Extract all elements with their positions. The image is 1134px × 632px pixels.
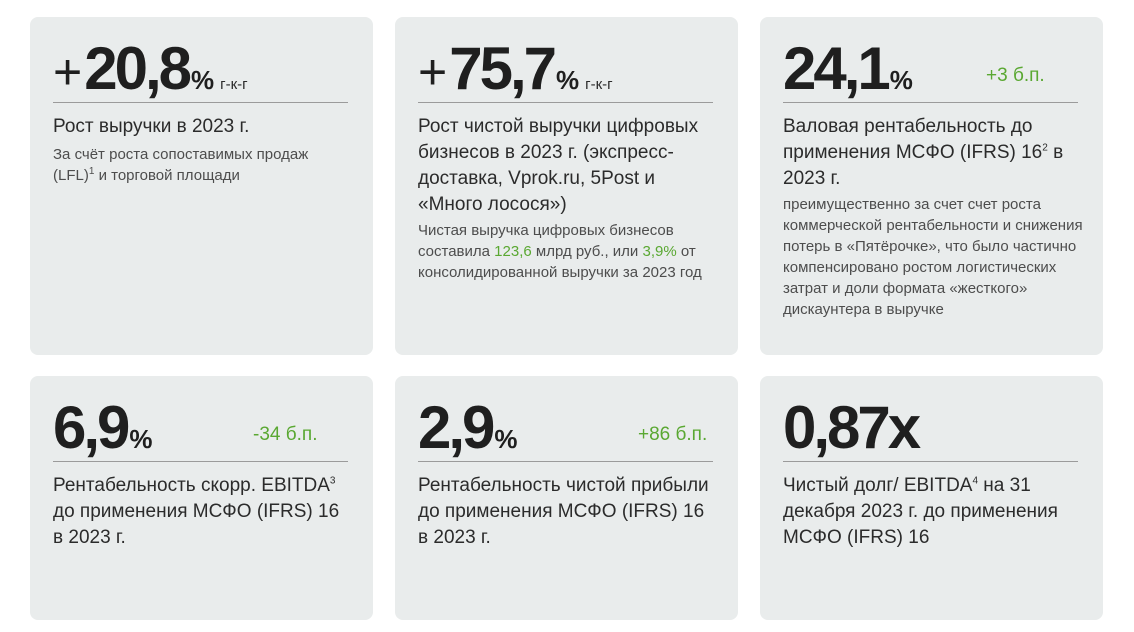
- metric-prefix: +: [53, 44, 83, 100]
- metric-number: 0,87x: [783, 394, 921, 461]
- metric-headline: Рост выручки в 2023 г.: [53, 116, 250, 137]
- divider: [53, 102, 348, 103]
- desc-text: млрд руб., или: [531, 243, 643, 260]
- headline-text: в 2023 г.: [783, 142, 1064, 189]
- metric-headline: Чистый долг/ EBITDA4 на 31 декабря 2023 …: [783, 473, 1083, 551]
- metric-percent-sign: %: [190, 65, 215, 95]
- metric-percent-sign: %: [889, 65, 913, 95]
- headline-text: Рентабельность скорр. EBITDA: [53, 475, 330, 496]
- headline-text: Чистый долг/ EBITDA: [783, 475, 973, 496]
- metric-prefix: +: [418, 44, 448, 100]
- metric-percent-sign: %: [555, 65, 580, 95]
- metric-delta: +86 б.п.: [638, 424, 708, 445]
- headline-text: Валовая рентабельность до применения МСФ…: [783, 116, 1043, 163]
- metric-value: + 20,8 % г-к-г: [53, 31, 248, 107]
- metric-number: 24,1: [783, 35, 891, 102]
- metric-number: 2,9: [418, 394, 495, 461]
- metric-value: + 75,7 % г-к-г: [418, 31, 613, 107]
- desc-text: от консолидированной выручки за 2023 год: [418, 243, 702, 281]
- metric-headline: Рентабельность скорр. EBITDA3 до примене…: [53, 473, 353, 551]
- divider: [53, 461, 348, 462]
- divider: [783, 461, 1078, 462]
- metric-number: 75,7: [449, 35, 557, 102]
- metric-description: За счёт роста сопоставимых продаж (LFL)1…: [53, 144, 353, 186]
- headline-text: до применения МСФО (IFRS) 16 в 2023 г.: [53, 501, 340, 548]
- metric-headline: Рост чистой выручки цифровых бизнесов в …: [418, 116, 699, 215]
- highlight-value: 123,6: [494, 243, 532, 260]
- footnote-ref: 3: [329, 475, 336, 487]
- desc-text: и торговой площади: [94, 167, 240, 184]
- metric-card-net-margin: 2,9 % +86 б.п. Рентабельность чистой при…: [395, 376, 738, 620]
- footnote-ref: 2: [1042, 142, 1048, 154]
- metric-percent-sign: %: [129, 424, 153, 454]
- metric-unit: г-к-г: [585, 76, 613, 93]
- metric-percent-sign: %: [494, 424, 518, 454]
- metric-card-gross-margin: 24,1 % +3 б.п. Валовая рентабельность до…: [760, 17, 1103, 355]
- divider: [418, 102, 713, 103]
- footnote-ref: 4: [972, 475, 979, 487]
- metric-card-revenue-growth: + 20,8 % г-к-г Рост выручки в 2023 г. За…: [30, 17, 373, 355]
- metric-delta: -34 б.п.: [253, 424, 318, 445]
- metric-card-net-debt-ebitda: 0,87x Чистый долг/ EBITDA4 на 31 декабря…: [760, 376, 1103, 620]
- metric-headline: Рентабельность чистой прибыли до примене…: [418, 475, 709, 548]
- footnote-ref: 1: [88, 166, 95, 177]
- metric-number: 6,9: [53, 394, 130, 461]
- metric-headline: Валовая рентабельность до применения МСФ…: [783, 114, 1083, 192]
- metric-description: Чистая выручка цифровых бизнесов состави…: [418, 220, 718, 283]
- metric-delta: +3 б.п.: [986, 65, 1045, 86]
- metric-value: 0,87x: [783, 390, 921, 466]
- metric-value: 2,9 %: [418, 390, 518, 466]
- highlight-value: 3,9%: [642, 243, 677, 260]
- metric-number: 20,8: [84, 35, 192, 102]
- divider: [783, 102, 1078, 103]
- metric-card-ebitda-margin: 6,9 % -34 б.п. Рентабельность скорр. EBI…: [30, 376, 373, 620]
- metric-value: 24,1 %: [783, 31, 913, 107]
- metric-description: преимущественно за счет счет роста комме…: [783, 196, 1083, 318]
- metric-unit: г-к-г: [220, 76, 248, 93]
- divider: [418, 461, 713, 462]
- desc-text: За счёт роста сопоставимых продаж (LFL): [53, 146, 309, 184]
- desc-text: Чистая выручка цифровых бизнесов состави…: [418, 222, 674, 260]
- metric-value: 6,9 %: [53, 390, 153, 466]
- metric-card-digital-revenue-growth: + 75,7 % г-к-г Рост чистой выручки цифро…: [395, 17, 738, 355]
- headline-text: на 31 декабря 2023 г. до применения МСФО…: [783, 475, 1058, 548]
